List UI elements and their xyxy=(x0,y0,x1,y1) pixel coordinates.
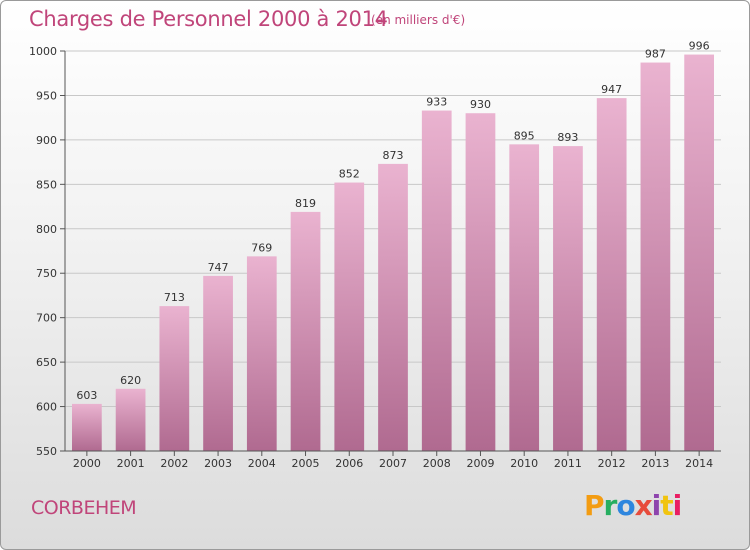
bar-value-label: 987 xyxy=(645,48,666,61)
bar-value-label: 852 xyxy=(339,168,360,181)
chart-title: Charges de Personnel 2000 à 2014 xyxy=(29,7,388,31)
chart-unit: (en milliers d'€) xyxy=(371,13,466,27)
bar-layer: 603 620 713 747 769 819 852 873 933 930 895 893 947 9… xyxy=(71,40,715,452)
logo-letter: r xyxy=(603,489,618,522)
y-tick-label: 950 xyxy=(36,89,57,102)
bar xyxy=(159,306,190,451)
axis-layer: 550 600 650 700 750 800 850 900 950 1000 2000 2001 2… xyxy=(29,45,721,470)
bar xyxy=(684,54,715,452)
x-tick-label: 2004 xyxy=(248,457,276,470)
bar-value-label: 893 xyxy=(557,131,578,144)
proxiti-logo[interactable]: Proxiti xyxy=(584,489,683,522)
y-tick-label: 1000 xyxy=(29,45,57,58)
bar-value-label: 895 xyxy=(514,129,535,142)
bar xyxy=(378,163,408,451)
logo-letter: o xyxy=(616,489,635,522)
bar-value-label: 603 xyxy=(76,389,97,402)
bar xyxy=(334,182,365,452)
logo-letter: x xyxy=(634,489,653,522)
bar xyxy=(421,110,452,452)
x-tick-label: 2002 xyxy=(160,457,188,470)
y-tick-label: 600 xyxy=(36,401,57,414)
bar xyxy=(465,113,496,451)
y-tick-label: 850 xyxy=(36,178,57,191)
bar-value-label: 747 xyxy=(208,261,229,274)
x-tick-label: 2011 xyxy=(554,457,582,470)
logo-letter: i xyxy=(651,489,662,522)
x-tick-label: 2010 xyxy=(510,457,538,470)
x-tick-label: 2009 xyxy=(466,457,494,470)
bar-value-label: 873 xyxy=(383,149,404,162)
x-tick-label: 2000 xyxy=(73,457,101,470)
y-tick-label: 750 xyxy=(36,267,57,280)
bar-value-label: 620 xyxy=(120,374,141,387)
bar-value-label: 933 xyxy=(426,96,447,109)
bar xyxy=(246,256,277,451)
bar xyxy=(509,144,540,452)
bar-value-label: 769 xyxy=(251,241,272,254)
y-tick-label: 800 xyxy=(36,223,57,236)
bar xyxy=(71,403,102,451)
y-tick-label: 650 xyxy=(36,356,57,369)
x-tick-label: 2007 xyxy=(379,457,407,470)
x-tick-label: 2013 xyxy=(641,457,669,470)
x-tick-label: 2012 xyxy=(598,457,626,470)
bar-value-label: 947 xyxy=(601,83,622,96)
x-tick-label: 2014 xyxy=(685,457,713,470)
x-tick-label: 2003 xyxy=(204,457,232,470)
logo-letter: i xyxy=(672,489,683,522)
bar xyxy=(640,62,671,452)
x-tick-label: 2008 xyxy=(423,457,451,470)
y-tick-label: 700 xyxy=(36,312,57,325)
y-tick-label: 550 xyxy=(36,445,57,458)
bar xyxy=(290,211,321,451)
x-tick-label: 2006 xyxy=(335,457,363,470)
x-tick-label: 2001 xyxy=(117,457,145,470)
bar xyxy=(553,146,583,451)
bar-value-label: 713 xyxy=(164,291,185,304)
x-tick-label: 2005 xyxy=(292,457,320,470)
bar-value-label: 996 xyxy=(689,40,710,53)
logo-letter: P xyxy=(584,489,605,522)
commune-name: CORBEHEM xyxy=(31,497,137,519)
bar-value-label: 819 xyxy=(295,197,316,210)
y-tick-label: 900 xyxy=(36,134,57,147)
bar xyxy=(203,275,233,451)
bar-value-label: 930 xyxy=(470,98,491,111)
bar xyxy=(596,98,627,451)
bar xyxy=(115,388,146,451)
logo-letter: t xyxy=(660,489,673,522)
